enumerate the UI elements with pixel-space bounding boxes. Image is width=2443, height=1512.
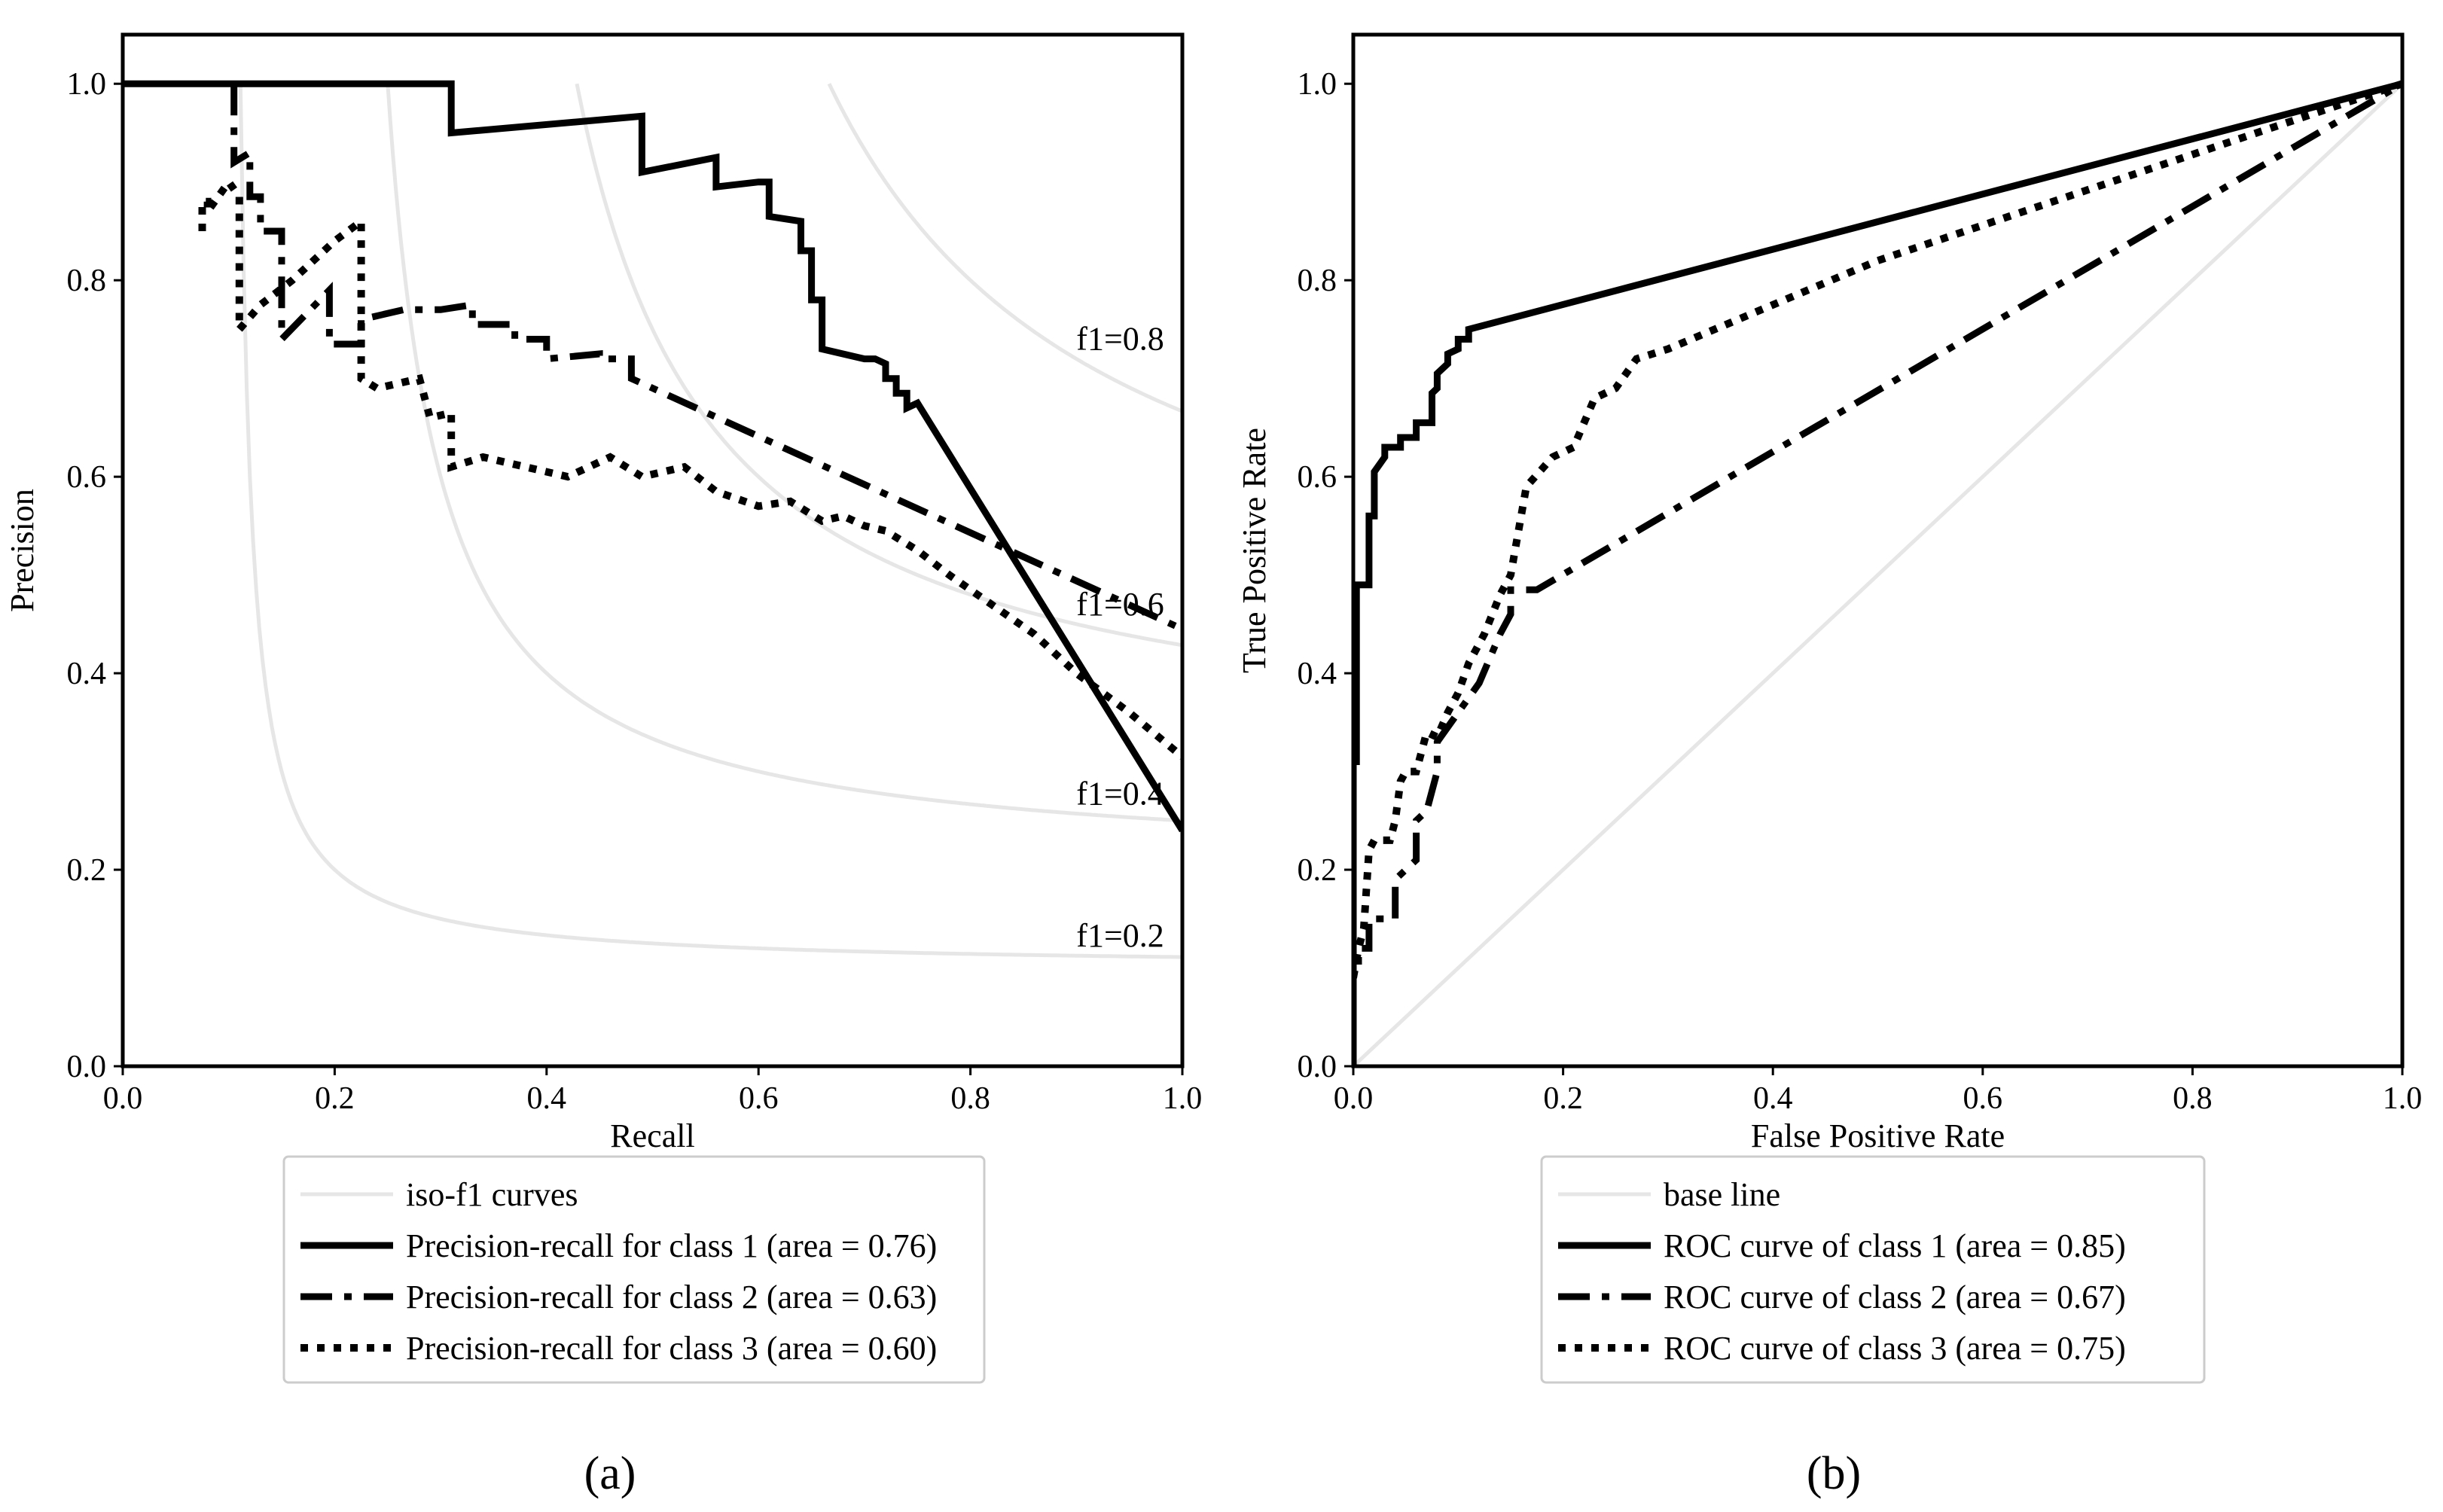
y-tick-label: 0.2 xyxy=(1298,853,1337,888)
iso-f1-curve-0-6 xyxy=(575,83,1182,648)
axes-frame xyxy=(1351,32,2405,1068)
legend-frame xyxy=(1540,1155,2206,1384)
x-tick-label: 0.6 xyxy=(739,1081,779,1116)
x-tick-label: 1.0 xyxy=(2383,1081,2423,1116)
x-tick-label: 0.8 xyxy=(2173,1081,2213,1116)
plot-area xyxy=(1353,80,2402,1066)
panel-label: (a) xyxy=(584,1448,636,1499)
y-tick-label: 1.0 xyxy=(67,67,107,102)
x-axis-label: False Positive Rate xyxy=(1751,1117,2005,1154)
y-tick-label: 0.6 xyxy=(1298,460,1337,495)
y-tick-label: 1.0 xyxy=(1298,67,1337,102)
legend-entry-label: ROC curve of class 3 (area = 0.75) xyxy=(1664,1330,2126,1367)
series-line-3 xyxy=(198,175,1182,760)
x-tick-label: 0.4 xyxy=(527,1081,567,1116)
x-tick-label: 0.6 xyxy=(1963,1081,2003,1116)
panel-b-roc: 0.0 0.2 0.4 0.6 0.8 1.0 0.0 0.2 0.4 0.6 0.8 1.0 Fals… xyxy=(1236,32,2423,1499)
iso-f1-label: f1=0.2 xyxy=(1076,917,1164,954)
axes-frame xyxy=(120,32,1185,1068)
x-axis-label: Recall xyxy=(610,1117,694,1154)
iso-f1-label: f1=0.4 xyxy=(1076,775,1164,812)
legend-entry-label: iso-f1 curves xyxy=(406,1176,578,1213)
legend: iso-f1 curves Precision-recall for class … xyxy=(282,1155,986,1384)
iso-f1-label: f1=0.6 xyxy=(1076,586,1164,623)
y-tick-label: 0.0 xyxy=(1298,1050,1337,1084)
legend-entry-label: Precision-recall for class 2 (area = 0.6… xyxy=(406,1279,937,1315)
x-tick-label: 0.4 xyxy=(1753,1081,1793,1116)
x-tick-label: 1.0 xyxy=(1163,1081,1203,1116)
iso-f1-curve-0-2 xyxy=(238,84,1182,959)
iso-f1-curve-0-4 xyxy=(386,84,1182,823)
legend-entry-label: ROC curve of class 2 (area = 0.67) xyxy=(1664,1279,2126,1315)
iso-f1-label: f1=0.8 xyxy=(1076,321,1164,358)
panel-label: (b) xyxy=(1807,1448,1861,1499)
y-tick-label: 0.8 xyxy=(1298,264,1337,298)
iso-f1-curve-0-8 xyxy=(827,83,1182,413)
legend-entry-label: Precision-recall for class 1 (area = 0.7… xyxy=(406,1227,937,1264)
y-axis-label: True Positive Rate xyxy=(1236,428,1273,673)
series-line-3 xyxy=(1353,80,2402,979)
x-tick-label: 0.2 xyxy=(315,1081,355,1116)
series-line-2 xyxy=(1353,81,2402,1066)
y-tick-label: 0.0 xyxy=(67,1050,107,1084)
y-tick-label: 0.8 xyxy=(67,264,107,298)
legend-entry-label: base line xyxy=(1664,1176,1780,1213)
plot-area xyxy=(123,80,1182,959)
y-tick-label: 0.6 xyxy=(67,460,107,495)
y-tick-label: 0.2 xyxy=(67,853,107,888)
series-line-2 xyxy=(230,84,1182,633)
legend-entry-label: ROC curve of class 1 (area = 0.85) xyxy=(1664,1227,2126,1264)
y-tick-label: 0.4 xyxy=(1298,657,1337,691)
y-tick-label: 0.4 xyxy=(67,657,107,691)
panel-a-precision-recall: f1=0.2 f1=0.4 f1=0.6 f1=0.8 0.0 0.2 0.4 0.6 0.8 1… xyxy=(4,32,1203,1499)
y-axis-label: Precision xyxy=(4,489,41,612)
legend: base line ROC curve of class 1 (area = 0.… xyxy=(1540,1155,2206,1384)
legend-entry-label: Precision-recall for class 3 (area = 0.6… xyxy=(406,1330,937,1367)
x-tick-label: 0.0 xyxy=(1334,1081,1374,1116)
series-line-0 xyxy=(1353,82,2402,1066)
x-tick-label: 0.8 xyxy=(950,1081,990,1116)
series-line-1 xyxy=(123,80,1182,833)
x-tick-label: 0.0 xyxy=(103,1081,143,1116)
legend-frame xyxy=(282,1155,986,1384)
series-line-1 xyxy=(1353,80,2402,1066)
x-tick-label: 0.2 xyxy=(1543,1081,1583,1116)
